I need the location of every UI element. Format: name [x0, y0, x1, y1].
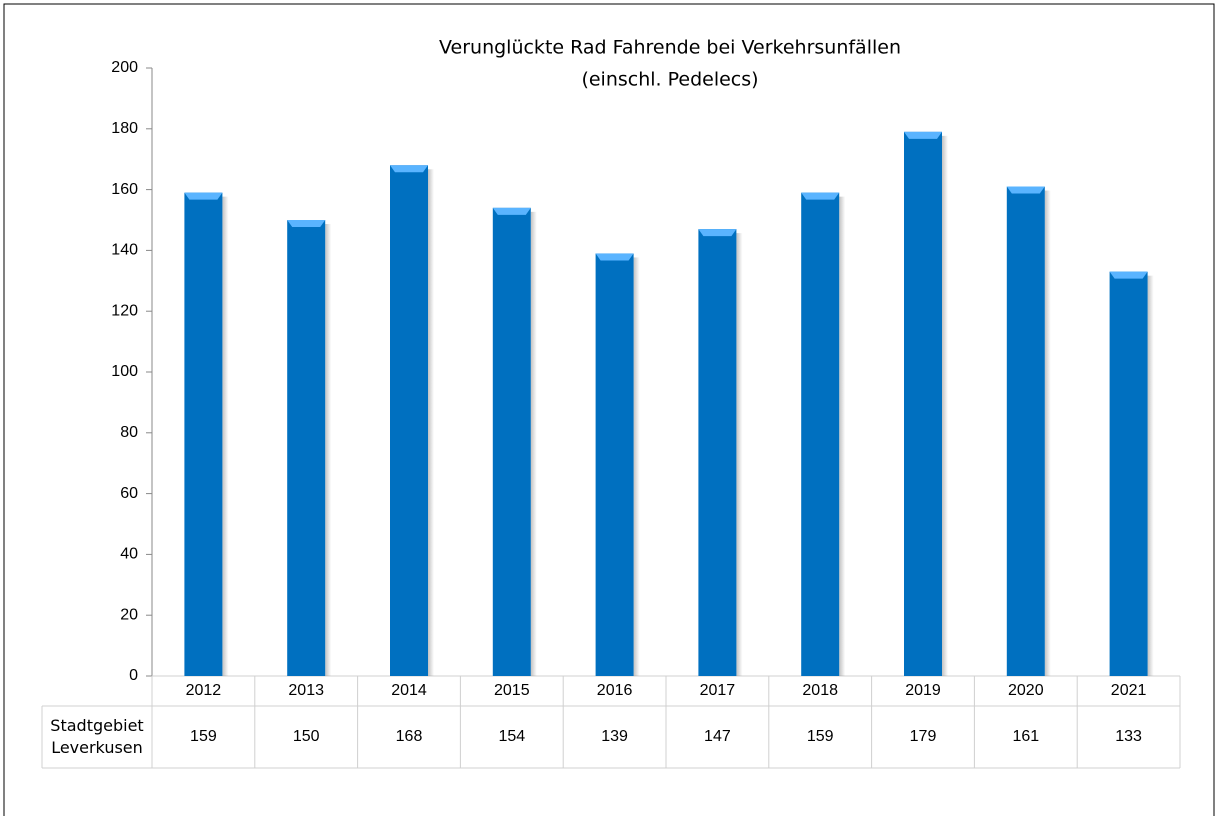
table-value: 147 — [704, 728, 731, 745]
y-tick-label: 200 — [111, 59, 138, 76]
chart-title: Verunglückte Rad Fahrende bei Verkehrsun… — [439, 37, 901, 59]
x-tick-label: 2021 — [1111, 682, 1147, 699]
y-tick-label: 80 — [120, 424, 138, 441]
table-value: 154 — [498, 728, 525, 745]
bar — [1109, 271, 1148, 676]
series-label: Stadtgebiet Leverkusen — [50, 716, 144, 757]
bar — [1006, 186, 1045, 676]
y-tick-label: 40 — [120, 546, 138, 563]
x-tick-label: 2012 — [186, 682, 222, 699]
bar-cap — [184, 192, 223, 200]
bar-cap — [287, 220, 326, 227]
table-value: 159 — [807, 728, 834, 745]
chart-subtitle: (einschl. Pedelecs) — [581, 69, 758, 91]
bar-shadow — [1044, 190, 1051, 676]
y-tick-label: 120 — [111, 302, 138, 319]
bar-shadow — [633, 257, 640, 676]
bar — [492, 207, 531, 676]
table-value: 168 — [396, 728, 423, 745]
table-value: 161 — [1012, 728, 1039, 745]
bar — [184, 192, 223, 676]
y-tick-label: 160 — [111, 181, 138, 198]
x-tick-label: 2019 — [905, 682, 941, 699]
bar — [390, 165, 428, 676]
y-tick-label: 0 — [129, 667, 138, 684]
bar-cap — [698, 229, 737, 237]
bar — [595, 253, 634, 676]
bar — [698, 229, 737, 676]
bar-shadow — [839, 196, 846, 676]
table-value: 159 — [190, 728, 217, 745]
y-tick-label: 140 — [111, 242, 138, 259]
y-tick-label: 180 — [111, 120, 138, 137]
bar-cap — [1006, 186, 1045, 194]
x-tick-label: 2015 — [494, 682, 530, 699]
bar-cap — [904, 131, 942, 139]
y-tick-label: 60 — [120, 485, 138, 502]
bar-shadow — [325, 224, 332, 676]
bar-cap — [1109, 271, 1148, 279]
bar-shadow — [428, 169, 434, 676]
bar-shadow — [1147, 275, 1154, 676]
table-value: 139 — [601, 728, 628, 745]
bar-shadow — [942, 135, 948, 677]
x-tick-label: 2016 — [597, 682, 633, 699]
chart-frame — [3, 3, 1215, 816]
x-tick-label: 2014 — [391, 682, 427, 699]
y-tick-label: 20 — [120, 606, 138, 623]
bar — [287, 220, 326, 676]
table-value: 133 — [1115, 728, 1142, 745]
bar-shadow — [736, 233, 743, 676]
x-tick-label: 2018 — [802, 682, 838, 699]
bar-cap — [492, 207, 531, 215]
bar — [801, 192, 840, 676]
x-tick-label: 2017 — [700, 682, 736, 699]
x-tick-label: 2020 — [1008, 682, 1044, 699]
bar-cap — [801, 192, 840, 200]
bar-shadow — [530, 211, 537, 676]
table-value: 150 — [293, 728, 320, 745]
y-tick-label: 100 — [111, 363, 138, 380]
bar — [904, 131, 942, 677]
table-value: 179 — [910, 728, 937, 745]
bar-cap — [390, 165, 428, 173]
x-tick-label: 2013 — [288, 682, 324, 699]
bar-cap — [595, 253, 634, 261]
bar-shadow — [222, 196, 229, 676]
